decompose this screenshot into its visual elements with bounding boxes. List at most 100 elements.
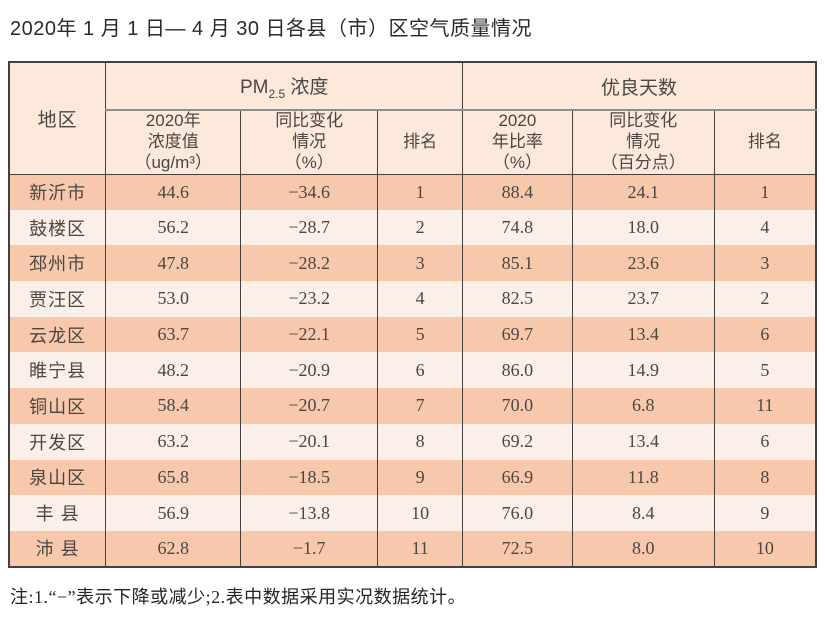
cell-days-rank: 8 [713, 459, 816, 496]
cell-days-change: 23.6 [571, 245, 715, 282]
pm25-label-suffix: 浓度 [285, 76, 329, 98]
footnote: 注:1.“−”表示下降或减少;2.表中数据采用实况数据统计。 [10, 586, 467, 607]
col-header-pm-value: 2020年 浓度值 （ug/m³） [105, 110, 241, 175]
cell-region: 新沂市 [8, 174, 106, 210]
cell-days-change: 23.7 [571, 281, 715, 317]
cell-pm-rank: 3 [377, 245, 463, 282]
cell-pm-value: 63.2 [105, 423, 241, 460]
cell-region: 邳州市 [8, 245, 106, 282]
cell-pm-value: 47.8 [105, 245, 241, 282]
page-title: 2020年 1 月 1 日— 4 月 30 日各县（市）区空气质量情况 [10, 18, 533, 40]
cell-days-ratio: 74.8 [462, 209, 573, 246]
cell-days-rank: 6 [713, 316, 816, 353]
cell-days-change: 8.4 [571, 495, 715, 531]
cell-pm-rank: 7 [377, 388, 463, 424]
cell-days-rank: 5 [713, 352, 816, 389]
cell-pm-value: 58.4 [105, 388, 241, 424]
cell-pm-value: 62.8 [105, 530, 241, 567]
cell-pm-change: −28.7 [240, 209, 378, 246]
cell-days-change: 13.4 [571, 423, 715, 460]
pm25-label-subscript: 2.5 [268, 86, 286, 101]
cell-region: 铜山区 [8, 388, 106, 424]
cell-days-ratio: 82.5 [462, 281, 573, 317]
cell-days-change: 6.8 [571, 388, 715, 424]
cell-pm-value: 48.2 [105, 352, 241, 389]
cell-days-rank: 2 [713, 281, 816, 317]
cell-days-ratio: 70.0 [462, 388, 573, 424]
cell-days-ratio: 76.0 [462, 495, 573, 531]
cell-pm-change: −22.1 [240, 316, 378, 353]
col-header-days-change: 同比变化 情况 （百分点） [571, 110, 715, 175]
cell-days-rank: 6 [713, 423, 816, 460]
cell-pm-change: −23.2 [240, 281, 378, 317]
cell-days-change: 11.8 [571, 459, 715, 496]
cell-days-ratio: 69.2 [462, 423, 573, 460]
cell-days-change: 8.0 [571, 530, 715, 567]
cell-pm-value: 56.2 [105, 209, 241, 246]
table-row: 云龙区 63.7 −22.1 5 69.7 13.4 6 [8, 316, 816, 353]
table-row: 新沂市 44.6 −34.6 1 88.4 24.1 1 [8, 174, 816, 210]
table-row: 贾汪区 53.0 −23.2 4 82.5 23.7 2 [8, 281, 816, 317]
cell-pm-value: 56.9 [105, 495, 241, 531]
col-header-region: 地区 [8, 62, 106, 175]
table-row: 开发区 63.2 −20.1 8 69.2 13.4 6 [8, 423, 816, 460]
cell-region: 开发区 [8, 423, 106, 460]
table-row: 睢宁县 48.2 −20.9 6 86.0 14.9 5 [8, 352, 816, 389]
cell-pm-rank: 11 [377, 530, 463, 567]
cell-pm-value: 53.0 [105, 281, 241, 317]
air-quality-table: 地区 PM2.5 浓度 优良天数 2020年 浓度值 （ug/m³） 同比变化 … [8, 61, 817, 568]
col-header-pm-change: 同比变化 情况 （%） [240, 110, 378, 175]
cell-days-ratio: 66.9 [462, 459, 573, 496]
cell-days-rank: 4 [713, 209, 816, 246]
cell-pm-change: −28.2 [240, 245, 378, 282]
cell-region: 鼓楼区 [8, 209, 106, 246]
table-body: 新沂市 44.6 −34.6 1 88.4 24.1 1 鼓楼区 56.2 −28.7 2 74.8 1… [8, 174, 816, 567]
col-header-days-ratio: 2020 年比率 （%） [462, 110, 573, 175]
table-row: 鼓楼区 56.2 −28.7 2 74.8 18.0 4 [8, 209, 816, 246]
cell-region: 贾汪区 [8, 281, 106, 317]
cell-days-change: 13.4 [571, 316, 715, 353]
table-row: 丰 县 56.9 −13.8 10 76.0 8.4 9 [8, 495, 816, 531]
table-row: 沛 县 62.8 −1.7 11 72.5 8.0 10 [8, 530, 816, 567]
cell-pm-change: −13.8 [240, 495, 378, 531]
cell-region: 泉山区 [8, 459, 106, 496]
cell-days-ratio: 85.1 [462, 245, 573, 282]
cell-region: 沛 县 [8, 530, 106, 567]
cell-days-rank: 1 [713, 174, 816, 210]
cell-pm-change: −20.7 [240, 388, 378, 424]
table-row: 铜山区 58.4 −20.7 7 70.0 6.8 11 [8, 388, 816, 424]
cell-days-ratio: 69.7 [462, 316, 573, 353]
table-row: 邳州市 47.8 −28.2 3 85.1 23.6 3 [8, 245, 816, 282]
cell-region: 云龙区 [8, 316, 106, 353]
table-header: 地区 PM2.5 浓度 优良天数 2020年 浓度值 （ug/m³） 同比变化 … [8, 62, 816, 175]
cell-days-change: 24.1 [571, 174, 715, 210]
cell-pm-rank: 9 [377, 459, 463, 496]
cell-pm-rank: 10 [377, 495, 463, 531]
cell-pm-rank: 2 [377, 209, 463, 246]
cell-pm-change: −20.1 [240, 423, 378, 460]
group-header-row: 地区 PM2.5 浓度 优良天数 [8, 62, 816, 175]
cell-days-ratio: 88.4 [462, 174, 573, 210]
cell-days-ratio: 72.5 [462, 530, 573, 567]
col-group-pm25: PM2.5 浓度 [105, 62, 463, 111]
cell-days-ratio: 86.0 [462, 352, 573, 389]
cell-days-rank: 9 [713, 495, 816, 531]
table-row: 泉山区 65.8 −18.5 9 66.9 11.8 8 [8, 459, 816, 496]
cell-pm-value: 44.6 [105, 174, 241, 210]
cell-pm-change: −34.6 [240, 174, 378, 210]
cell-days-rank: 11 [713, 388, 816, 424]
col-header-days-rank: 排名 [713, 110, 816, 175]
cell-days-change: 14.9 [571, 352, 715, 389]
cell-pm-rank: 5 [377, 316, 463, 353]
cell-days-rank: 3 [713, 245, 816, 282]
pm25-label-prefix: PM [239, 76, 269, 98]
cell-pm-rank: 4 [377, 281, 463, 317]
cell-pm-rank: 8 [377, 423, 463, 460]
cell-region: 睢宁县 [8, 352, 106, 389]
cell-pm-rank: 6 [377, 352, 463, 389]
cell-pm-change: −18.5 [240, 459, 378, 496]
col-group-good-days: 优良天数 [462, 62, 816, 111]
cell-days-change: 18.0 [571, 209, 715, 246]
cell-pm-change: −20.9 [240, 352, 378, 389]
